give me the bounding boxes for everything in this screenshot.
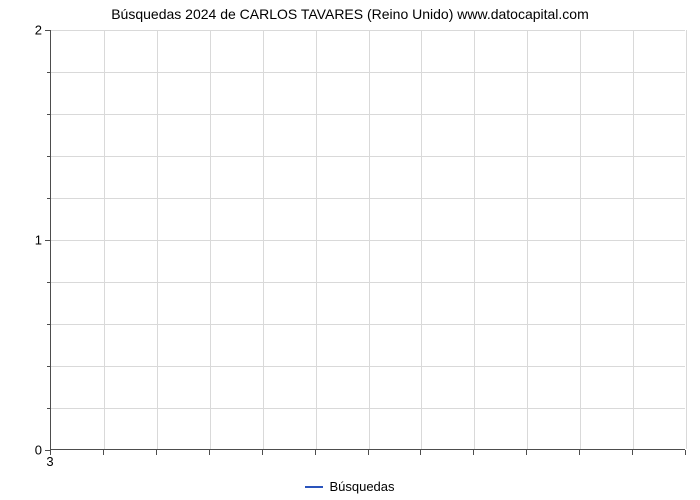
x-axis-tick — [685, 450, 686, 455]
grid-vertical — [527, 30, 528, 449]
y-axis-tick-minor — [47, 282, 50, 283]
y-axis-tick-minor — [47, 156, 50, 157]
grid-vertical — [580, 30, 581, 449]
x-axis-tick — [579, 450, 580, 455]
y-axis-tick — [45, 240, 50, 241]
x-axis-tick — [368, 450, 369, 455]
x-axis-tick — [632, 450, 633, 455]
y-axis-tick-minor — [47, 114, 50, 115]
x-axis-tick — [420, 450, 421, 455]
grid-vertical — [157, 30, 158, 449]
grid-vertical — [633, 30, 634, 449]
y-axis-tick-label: 1 — [0, 233, 42, 248]
y-axis-tick-minor — [47, 366, 50, 367]
y-axis-tick-label: 2 — [0, 23, 42, 38]
y-axis-tick-minor — [47, 408, 50, 409]
x-axis-tick — [103, 450, 104, 455]
x-axis-tick — [473, 450, 474, 455]
grid-vertical — [369, 30, 370, 449]
grid-vertical — [210, 30, 211, 449]
x-axis-tick — [209, 450, 210, 455]
x-axis-tick — [526, 450, 527, 455]
x-axis-tick-label: 3 — [46, 454, 53, 469]
y-axis-tick — [45, 30, 50, 31]
grid-vertical — [686, 30, 687, 449]
x-axis-tick — [156, 450, 157, 455]
x-axis-tick — [262, 450, 263, 455]
legend-swatch — [305, 486, 323, 488]
grid-vertical — [263, 30, 264, 449]
grid-vertical — [104, 30, 105, 449]
y-axis-tick-minor — [47, 198, 50, 199]
y-axis-tick-label: 0 — [0, 443, 42, 458]
legend-label: Búsquedas — [329, 479, 394, 494]
grid-vertical — [474, 30, 475, 449]
x-axis-tick — [315, 450, 316, 455]
chart-title: Búsquedas 2024 de CARLOS TAVARES (Reino … — [0, 6, 700, 22]
grid-vertical — [421, 30, 422, 449]
chart-legend: Búsquedas — [0, 479, 700, 494]
chart-plot-area — [50, 30, 685, 450]
grid-vertical — [316, 30, 317, 449]
y-axis-tick-minor — [47, 72, 50, 73]
y-axis-tick-minor — [47, 324, 50, 325]
